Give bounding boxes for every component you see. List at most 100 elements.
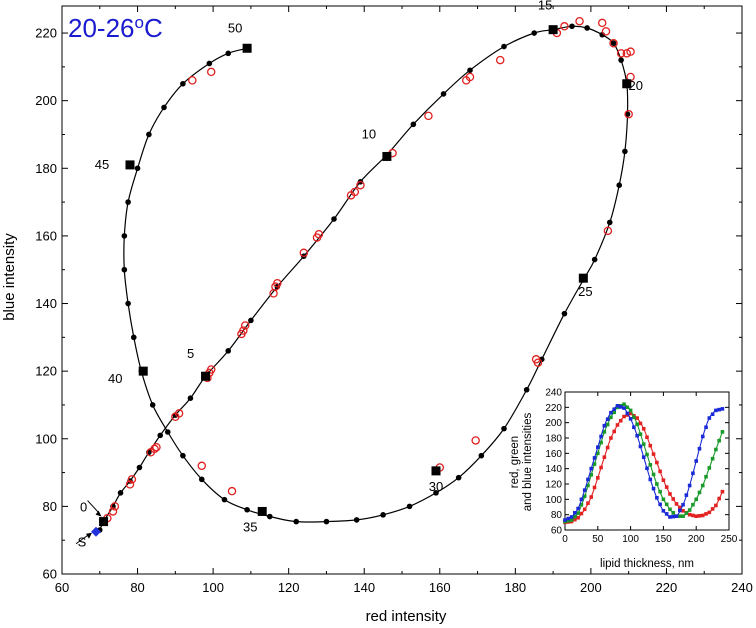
inset-blue-point: [625, 411, 630, 416]
inset-blue-point: [648, 477, 653, 482]
measured-point: [127, 475, 137, 484]
inset-red-point: [674, 502, 679, 506]
inset-y-tick-label: 180: [545, 434, 562, 445]
theory-point: [125, 300, 131, 307]
labeled-square-marker: [578, 273, 588, 283]
inset-red-point: [612, 429, 616, 434]
inset-green-point: [566, 519, 571, 523]
labeled-square-marker: [622, 79, 632, 89]
main-plot: 60 80 100 120 140 160 180 200 220 240608010012014…: [35, 0, 753, 595]
inset-y-tick-label: 160: [545, 449, 562, 460]
labeled-square-marker: [201, 371, 211, 381]
point-label: 0: [80, 500, 87, 515]
theory-point: [561, 310, 568, 317]
inset-red-point: [618, 418, 623, 423]
theory-point: [599, 31, 606, 38]
inset-blue-point: [720, 407, 725, 411]
measured-point: [150, 444, 159, 454]
inset-red-point: [579, 511, 584, 516]
theory-point: [146, 131, 152, 138]
inset-blue-point: [658, 502, 662, 507]
inset-green-point: [645, 452, 649, 457]
y-tick-label: 220: [35, 26, 57, 41]
measured-point: [624, 109, 633, 119]
point-label: 5: [187, 346, 194, 361]
inset-blue-point: [576, 506, 580, 511]
x-axis-label: red intensity: [366, 608, 447, 625]
measured-point: [609, 38, 618, 48]
inset-blue-point: [678, 508, 682, 513]
theory-point: [501, 425, 507, 432]
inset-green-point: [622, 402, 626, 407]
inset-blue-point: [694, 459, 698, 463]
labeled-square-marker: [257, 506, 267, 516]
inset-red-point: [573, 517, 577, 522]
inset-blue-point: [707, 416, 712, 420]
inset-blue-point: [668, 515, 672, 519]
theory-point: [353, 517, 360, 523]
inset-red-point: [658, 469, 662, 474]
theory-point: [591, 256, 598, 263]
measured-point: [197, 461, 207, 471]
measured-point: [424, 111, 433, 121]
inset-y-tick-label: 60: [551, 526, 563, 537]
labeled-square-marker: [548, 25, 558, 35]
measured-point: [465, 72, 475, 82]
measured-point: [603, 226, 613, 236]
theory-point: [406, 503, 413, 510]
inset-red-point: [691, 513, 695, 518]
inset-red-point: [586, 501, 590, 505]
inset-green-point: [687, 508, 692, 512]
inset-green-point: [641, 442, 646, 446]
inset-blue-point: [684, 493, 689, 497]
theory-point: [125, 199, 131, 205]
inset-green-point: [576, 511, 580, 515]
inset-blue-point: [635, 433, 639, 438]
measured-point: [560, 22, 569, 31]
measured-point: [174, 409, 184, 418]
inset-y-tick-label: 200: [545, 418, 562, 429]
theory-point: [624, 111, 631, 117]
inset-green-point: [697, 490, 702, 495]
point-label: 25: [578, 284, 592, 299]
measured-point: [616, 49, 626, 58]
inset-red-point: [576, 515, 580, 520]
theory-point: [180, 452, 186, 459]
theory-point: [248, 317, 254, 324]
x-tick-label: 140: [353, 580, 375, 595]
theory-point: [410, 121, 417, 128]
measured-point: [601, 27, 611, 36]
theory-point: [523, 386, 530, 393]
inset-x-tick-label: 100: [622, 534, 639, 545]
y-tick-label: 100: [35, 431, 57, 446]
inset-blue-point: [622, 406, 626, 410]
inset-blue-point: [579, 497, 584, 502]
measured-point: [299, 248, 309, 258]
inset-green-point: [605, 422, 610, 427]
inset-green-point: [678, 514, 682, 518]
inset-blue-point: [661, 509, 666, 513]
inset-blue-point: [638, 444, 643, 449]
inset-red-point: [641, 427, 646, 431]
inset-blue-point: [717, 407, 721, 412]
inset-blue-point: [671, 514, 676, 519]
y-tick-label: 200: [35, 93, 57, 108]
inset-green-point: [638, 432, 643, 436]
theory-point: [164, 429, 171, 435]
measured-point: [314, 229, 324, 239]
inset-x-tick-label: 150: [655, 534, 672, 545]
inset-red-point: [717, 496, 721, 501]
x-tick-label: 200: [580, 580, 602, 595]
inset-blue-point: [609, 410, 613, 415]
inset-blue-point: [655, 496, 659, 500]
measured-point: [273, 278, 282, 288]
x-tick-label: 60: [55, 580, 69, 595]
inset-green-point: [704, 474, 708, 479]
inset-blue-point: [664, 512, 669, 516]
inset-red-point: [710, 507, 715, 511]
start-arrow-head: [86, 532, 92, 539]
theory-point: [622, 148, 628, 155]
inset-y-tick-label: 120: [545, 480, 562, 491]
inset-red-point: [582, 507, 587, 512]
inset-plot: 0 50 100 150 200 250 60 80 100 120 140 160 180 200 220…: [545, 388, 737, 546]
